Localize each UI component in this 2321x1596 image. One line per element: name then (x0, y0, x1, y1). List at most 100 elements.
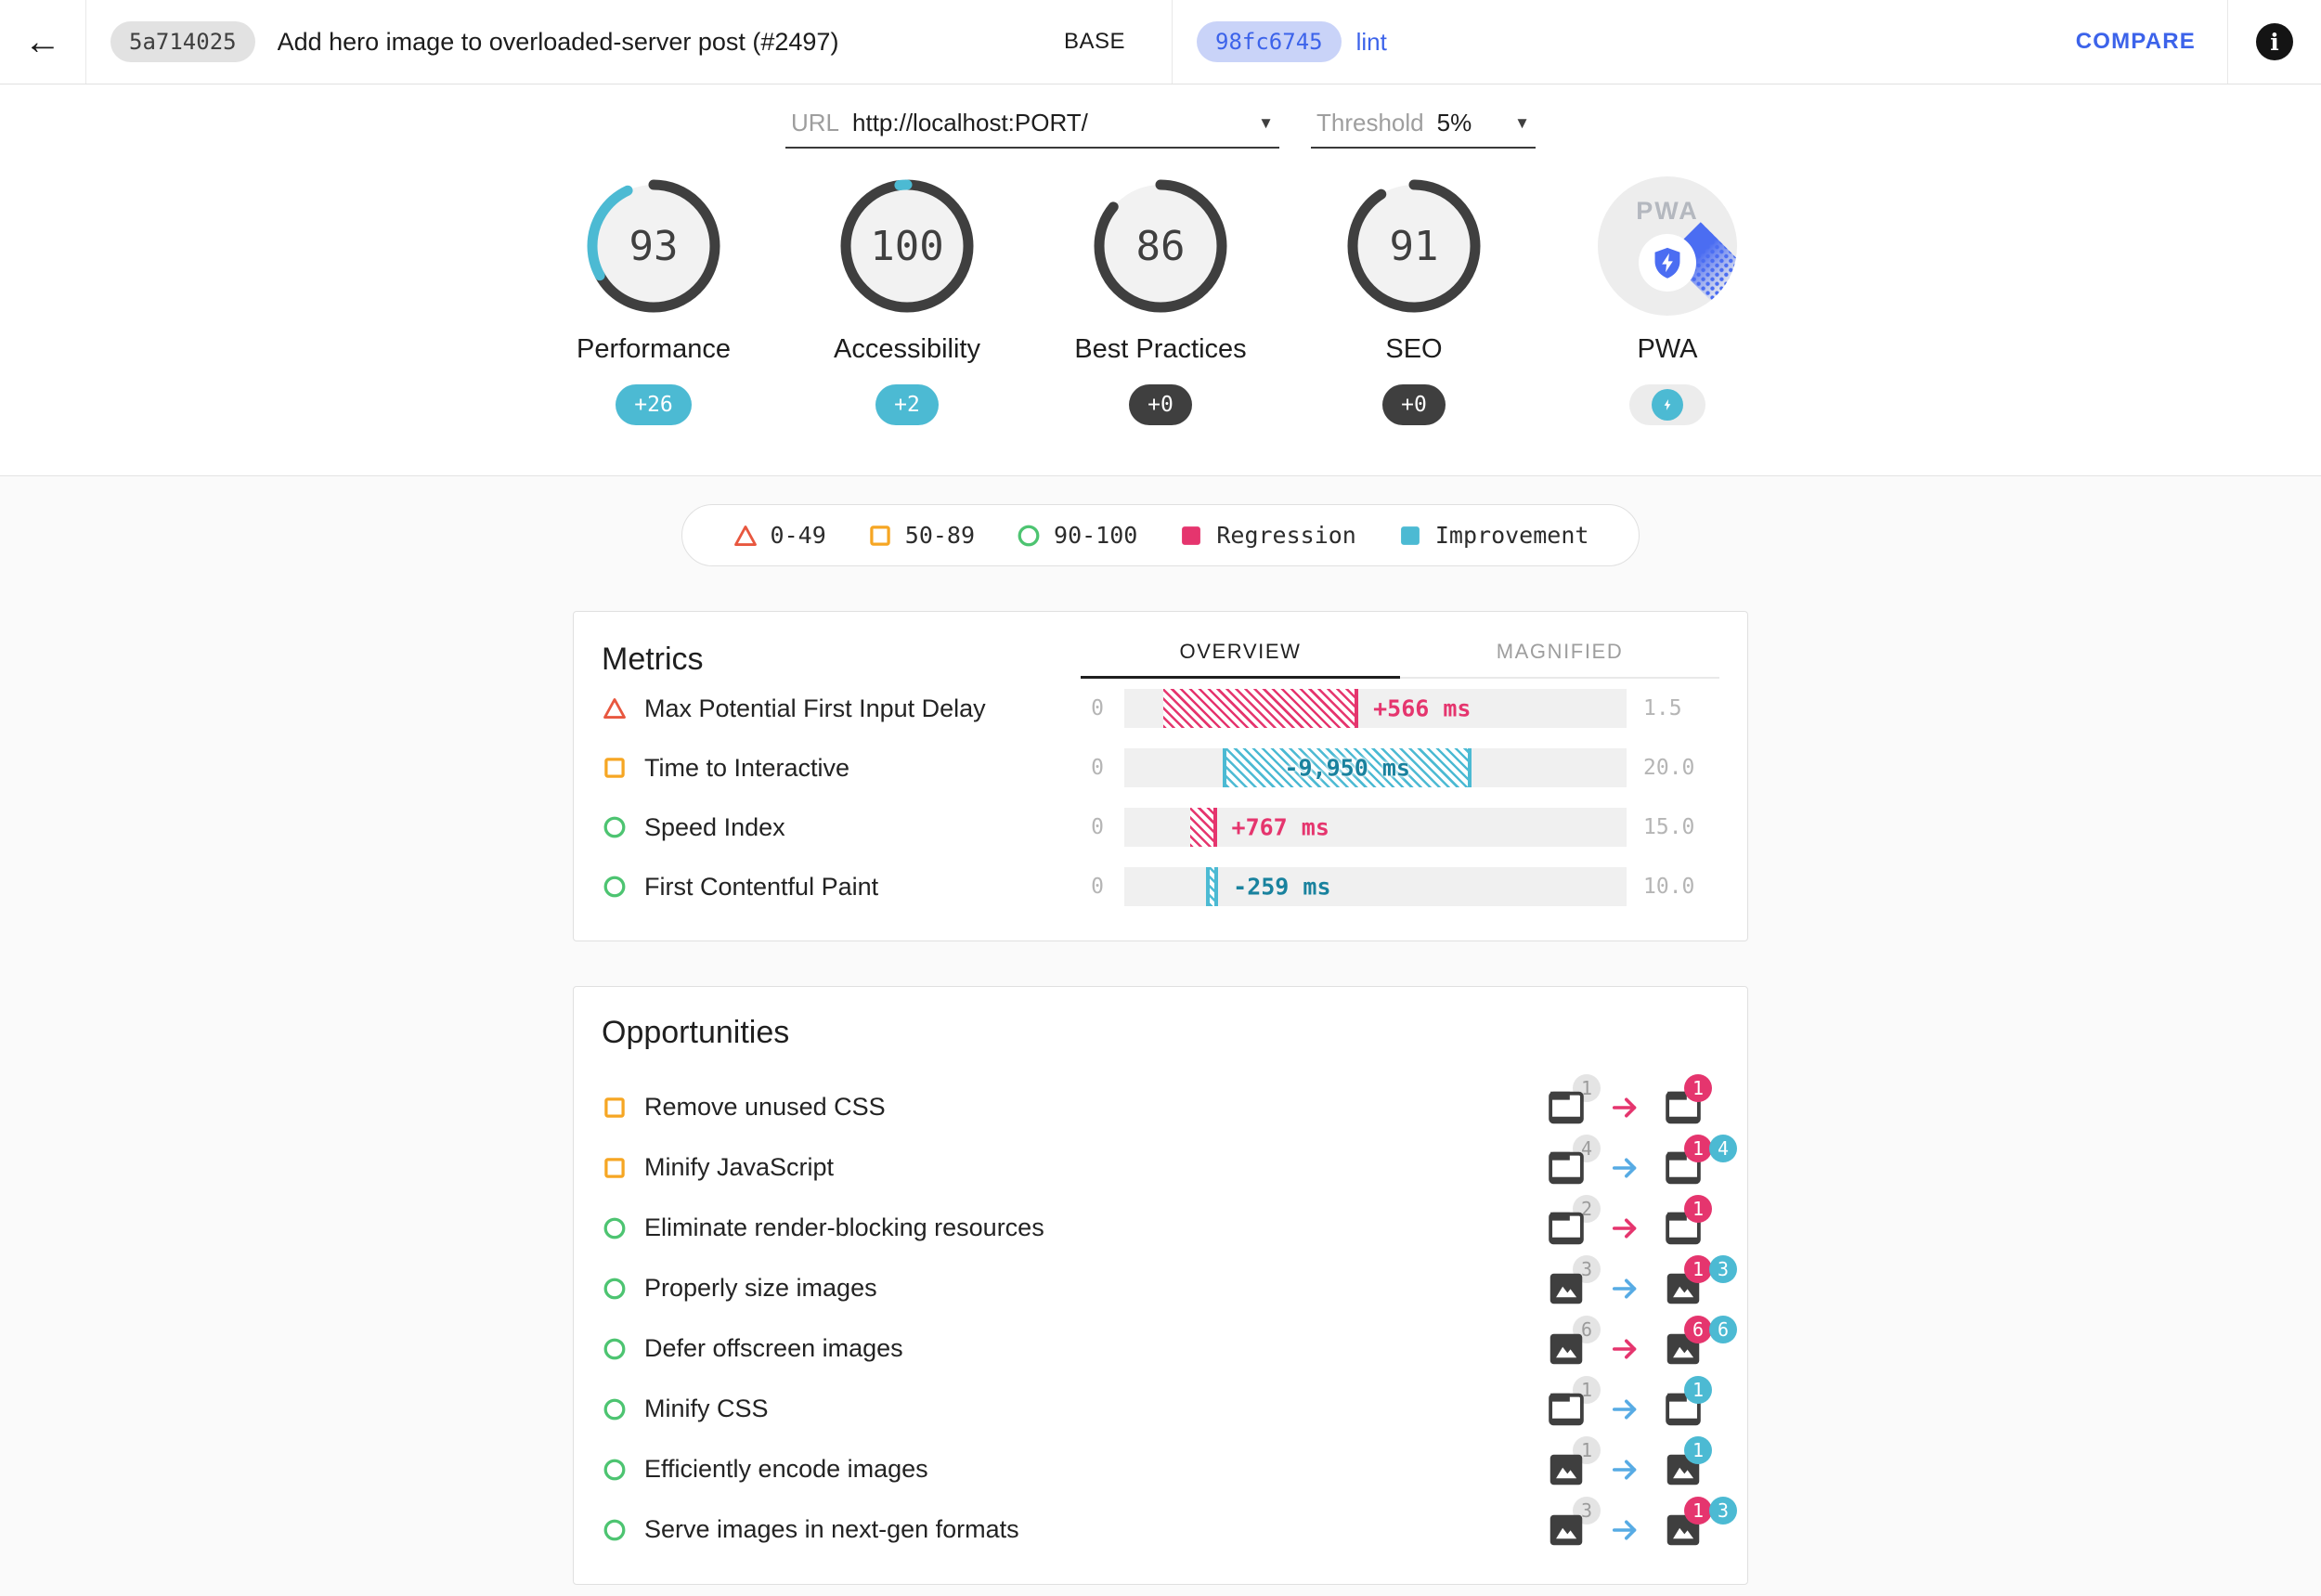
metric-range-max: 1.5 (1643, 696, 1682, 720)
tab-magnified[interactable]: MAGNIFIED (1496, 640, 1624, 663)
metric-regression-bar (1189, 808, 1217, 847)
score-delta-badge: +26 (616, 384, 692, 425)
legend-item-average-square: 50-89 (867, 522, 975, 549)
metric-label: Time to Interactive (644, 753, 850, 782)
arrow-right-icon (1608, 1212, 1641, 1245)
pass-status-icon (602, 1336, 631, 1362)
metric-row[interactable]: Time to Interactive 0 -9,950 ms 20.0 (602, 738, 1719, 798)
metric-row[interactable]: Speed Index 0 +767 ms 15.0 (602, 798, 1719, 857)
legend-item-fail-triangle: 0-49 (733, 522, 826, 549)
regression-count-badge: 1 (1684, 1496, 1712, 1525)
metric-range-min: 0 (1091, 756, 1104, 780)
summary-section: URL http://localhost:PORT/ ▼ Threshold 5… (0, 84, 2321, 476)
metric-bar-track: +566 ms (1124, 689, 1627, 728)
opportunity-diff-cluster: 1 1 (1545, 1375, 1712, 1431)
pwa-gauge: PWA (1598, 176, 1737, 316)
metric-delta-label: +566 ms (1373, 694, 1472, 722)
info-button[interactable]: i (2227, 0, 2321, 84)
metrics-header: Metrics OVERVIEW MAGNIFIED (602, 640, 1719, 679)
legend-item-regression-square: Regression (1178, 522, 1356, 549)
arrow-right-icon (1608, 1272, 1641, 1305)
base-page-icon: 1 (1545, 1375, 1601, 1431)
url-value: http://localhost:PORT/ (852, 109, 1088, 136)
pwa-logo-text: PWA (1636, 197, 1699, 225)
metric-row[interactable]: Max Potential First Input Delay 0 +566 m… (602, 679, 1719, 738)
metric-row[interactable]: First Contentful Paint 0 -259 ms 10.0 (602, 857, 1719, 916)
opportunity-diff-cluster: 1 1 (1545, 1435, 1712, 1491)
legend-item-pass-circle: 90-100 (1016, 522, 1137, 549)
legend-item-improvement-square: Improvement (1397, 522, 1588, 549)
average-status-icon (602, 755, 631, 781)
url-label: URL (791, 109, 840, 136)
average-status-icon (602, 1155, 631, 1181)
base-page-icon: 2 (1545, 1194, 1601, 1250)
base-page-icon: 1 (1545, 1073, 1601, 1129)
regression-count-badge: 1 (1684, 1134, 1712, 1162)
compare-hash-chip[interactable]: 98fc6745 (1197, 21, 1342, 62)
compare-count-badges: 1 (1684, 1375, 1712, 1404)
opportunity-diff-cluster: 2 1 (1545, 1194, 1712, 1250)
score-category-label: Accessibility (834, 334, 980, 364)
score-gauge-ring: 86 (1091, 176, 1230, 316)
score-gauge-performance: 93 Performance +26 (527, 176, 781, 425)
threshold-value: 5% (1436, 109, 1472, 136)
opportunities-card: Opportunities Remove unused CSS 1 1 Mini… (573, 986, 1748, 1585)
metric-delta-label: -259 ms (1233, 873, 1331, 901)
metric-improvement-bar (1206, 867, 1219, 906)
pass-status-icon (602, 1457, 631, 1483)
compare-build-section: 98fc6745 lint COMPARE (1173, 0, 2227, 84)
metric-label: Speed Index (644, 812, 785, 841)
tab-overview[interactable]: OVERVIEW (1179, 640, 1302, 663)
improvement-count-badge: 3 (1709, 1254, 1737, 1283)
opportunity-row[interactable]: Eliminate render-blocking resources 2 1 (602, 1194, 1719, 1258)
pwa-badge-shield-icon (1652, 389, 1683, 421)
threshold-select[interactable]: Threshold 5% ▼ (1311, 103, 1536, 149)
opportunity-row[interactable]: Remove unused CSS 1 1 (602, 1073, 1719, 1137)
branch-link[interactable]: lint (1355, 27, 1387, 56)
pwa-badge (1629, 384, 1705, 425)
score-gauge-pwa: PWA PWA (1541, 176, 1795, 425)
metric-rows: Max Potential First Input Delay 0 +566 m… (602, 679, 1719, 916)
score-category-label: SEO (1385, 334, 1443, 364)
controls-row: URL http://localhost:PORT/ ▼ Threshold 5… (0, 103, 2321, 149)
legend-label: 50-89 (904, 522, 976, 549)
improvement-count-badge: 1 (1684, 1375, 1712, 1404)
average-square-icon (867, 523, 893, 549)
compare-button[interactable]: COMPARE (2075, 29, 2196, 54)
opportunity-label: Eliminate render-blocking resources (644, 1213, 1044, 1241)
pwa-shield-icon (1639, 234, 1696, 292)
metric-range-max: 20.0 (1643, 756, 1695, 780)
legend-label: 90-100 (1054, 522, 1138, 549)
legend-pill: 0-49 50-89 90-100 Regression Improvement (681, 504, 1640, 566)
base-image-icon: 1 (1545, 1435, 1601, 1491)
base-hash-chip[interactable]: 5a714025 (110, 21, 255, 62)
metrics-tabs: OVERVIEW MAGNIFIED (1081, 640, 1719, 679)
metric-range-min: 0 (1091, 696, 1104, 720)
fail-status-icon (602, 695, 631, 721)
opportunity-rows: Remove unused CSS 1 1 Minify JavaScript … (602, 1073, 1737, 1560)
score-gauge-ring: 100 (837, 176, 977, 316)
pass-status-icon (602, 814, 631, 840)
score-category-label: Performance (576, 334, 731, 364)
opportunity-row[interactable]: Efficiently encode images 1 1 (602, 1435, 1719, 1499)
base-image-icon: 6 (1545, 1315, 1601, 1370)
opportunity-label: Serve images in next-gen formats (644, 1515, 1019, 1543)
score-gauge-ring: 93 (584, 176, 723, 316)
improvement-count-badge: 4 (1709, 1134, 1737, 1162)
opportunity-row[interactable]: Minify CSS 1 1 (602, 1375, 1719, 1439)
metric-range-max: 10.0 (1643, 875, 1695, 899)
base-image-icon: 3 (1545, 1254, 1601, 1310)
base-label: BASE (1063, 29, 1125, 54)
score-category-label: Best Practices (1074, 334, 1247, 364)
arrow-right-icon (1608, 1453, 1641, 1486)
url-select[interactable]: URL http://localhost:PORT/ ▼ (785, 103, 1279, 149)
back-button[interactable]: ← (0, 0, 86, 84)
